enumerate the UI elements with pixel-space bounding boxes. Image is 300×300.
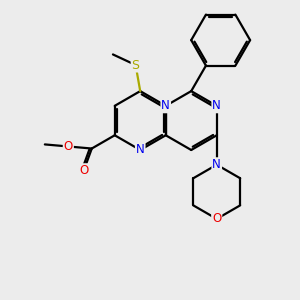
Text: N: N <box>212 99 221 112</box>
Text: N: N <box>161 99 170 112</box>
Text: N: N <box>212 158 221 171</box>
Text: O: O <box>79 164 88 177</box>
Text: O: O <box>212 212 221 225</box>
Text: N: N <box>136 143 145 157</box>
Text: S: S <box>132 58 140 71</box>
Text: O: O <box>64 140 73 153</box>
